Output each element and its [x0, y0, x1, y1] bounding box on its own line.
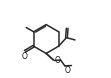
Text: O: O	[54, 56, 60, 65]
Text: O: O	[65, 66, 71, 75]
Text: O: O	[21, 52, 27, 61]
